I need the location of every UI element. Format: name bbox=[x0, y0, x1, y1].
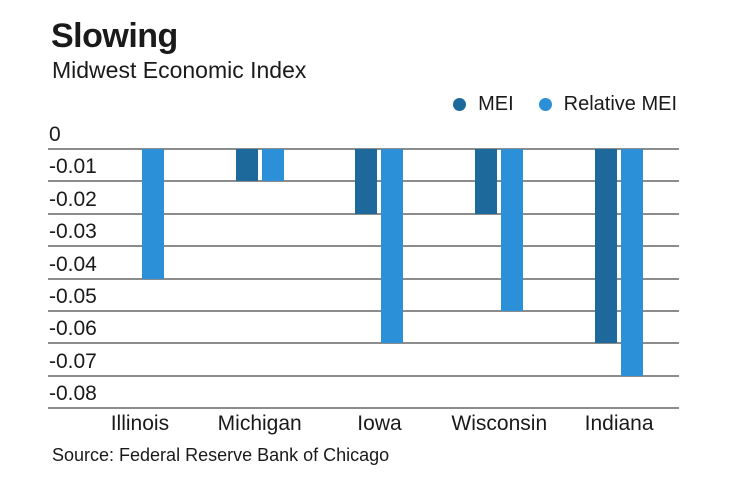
mei-bar bbox=[355, 149, 378, 214]
x-tick-label: Illinois bbox=[110, 412, 170, 435]
y-tick-label: 0 bbox=[49, 123, 61, 146]
legend-item-mei: MEI bbox=[453, 93, 514, 116]
source-note: Source: Federal Reserve Bank of Chicago bbox=[52, 445, 390, 465]
x-tick-label: Wisconsin bbox=[451, 412, 548, 435]
gridline bbox=[48, 277, 679, 280]
bar-group: Michigan bbox=[218, 149, 302, 435]
relative-mei-bar bbox=[501, 149, 524, 311]
relative-mei-bar bbox=[141, 149, 164, 279]
gridline bbox=[48, 342, 679, 345]
y-tick-label: -0.07 bbox=[49, 349, 97, 373]
y-tick-label: -0.01 bbox=[49, 155, 97, 179]
x-tick-label: Indiana bbox=[584, 412, 654, 435]
gridline bbox=[48, 374, 679, 377]
y-tick-label: -0.03 bbox=[49, 220, 97, 244]
bar-group: Wisconsin bbox=[451, 149, 547, 435]
y-tick-label: -0.04 bbox=[49, 252, 97, 276]
relative-mei-bar bbox=[261, 149, 284, 181]
mei-bar bbox=[475, 149, 498, 214]
legend: MEI Relative MEI bbox=[453, 93, 677, 116]
gridline bbox=[48, 245, 679, 248]
plot-area: 0 -0.01 -0.02 -0.03 -0.04 -0.05 -0.06 -0.07 -0.0… bbox=[48, 123, 679, 435]
bar-group: Indiana bbox=[585, 149, 654, 435]
gridline bbox=[48, 309, 679, 312]
gridline bbox=[48, 407, 679, 409]
relative-mei-bar bbox=[621, 149, 644, 376]
y-tick-label: -0.08 bbox=[49, 382, 97, 405]
legend-item-relative-mei: Relative MEI bbox=[538, 93, 677, 116]
legend-label-mei: MEI bbox=[478, 93, 514, 115]
bar-group: Iowa bbox=[355, 149, 404, 435]
bar-groups: Illinois Michigan Iowa Wisconsin Indiana bbox=[48, 149, 679, 435]
mei-bar bbox=[595, 149, 618, 343]
page-subtitle: Midwest Economic Index bbox=[52, 57, 307, 83]
mei-color-dot-icon bbox=[453, 98, 467, 111]
mei-bar bbox=[235, 149, 258, 181]
relative-mei-color-dot-icon bbox=[538, 98, 552, 111]
y-tick-label: -0.05 bbox=[49, 284, 97, 308]
y-tick-label: -0.02 bbox=[49, 187, 97, 211]
x-tick-label: Michigan bbox=[217, 412, 302, 435]
legend-label-relative-mei: Relative MEI bbox=[563, 93, 677, 115]
relative-mei-bar bbox=[381, 149, 404, 343]
bar-group: Illinois bbox=[111, 149, 169, 435]
x-tick-label: Iowa bbox=[357, 412, 402, 435]
y-tick-label: -0.06 bbox=[49, 317, 97, 341]
page-title: Slowing bbox=[51, 17, 178, 55]
